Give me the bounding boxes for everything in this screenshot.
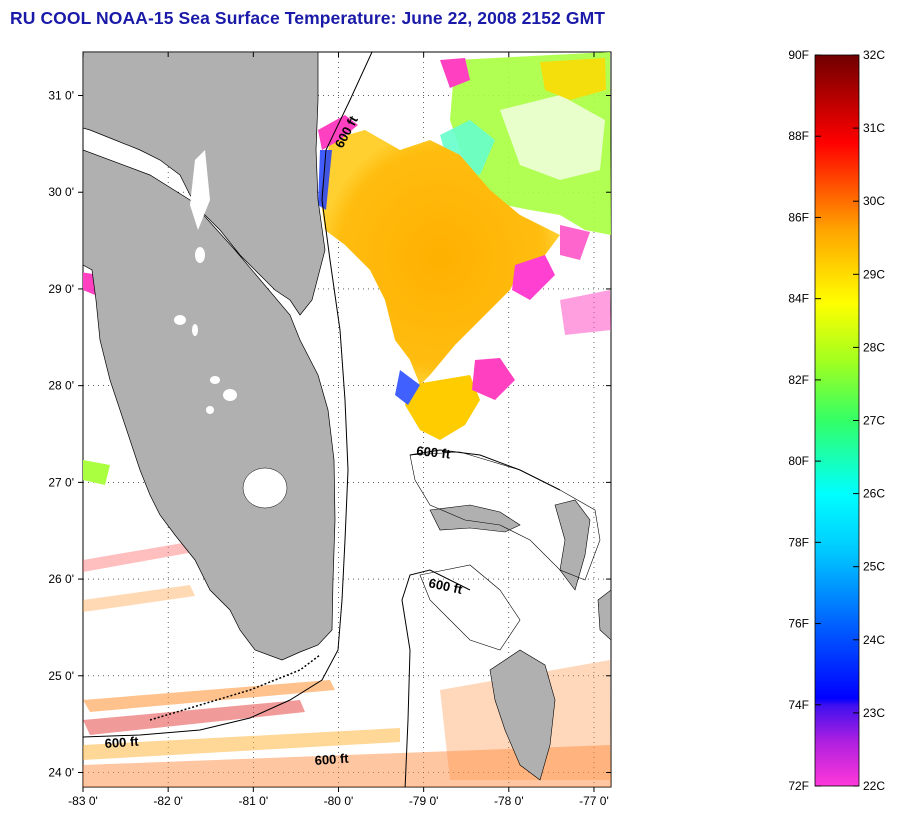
contour-label: 600 ft: [416, 443, 452, 462]
x-tick-label: -80 0': [324, 794, 354, 808]
x-tick-label: -79 0': [409, 794, 439, 808]
colorbar-c-label: 29C: [863, 267, 885, 281]
colorbar-celsius-labels: 32C 31C 30C 29C 28C 27C 26C 25C 24C 23C 22C: [853, 48, 885, 793]
colorbar: [814, 54, 860, 787]
y-tick-label: 27 0': [48, 475, 74, 489]
florida-landmass: [83, 52, 336, 661]
colorbar-c-label: 26C: [863, 487, 885, 501]
colorbar-f-label: 90F: [788, 48, 809, 62]
y-axis: 31 0' 30 0' 29 0' 28 0' 27 0' 26 0' 25 0' 24 0': [48, 89, 611, 779]
colorbar-c-label: 31C: [863, 121, 885, 135]
x-axis: -83 0' -82 0' -81 0' -80 0' -79 0' -78 0' -77 …: [68, 52, 609, 808]
y-tick-label: 24 0': [48, 765, 74, 779]
inland-lakes: [174, 150, 237, 414]
y-tick-label: 29 0': [48, 282, 74, 296]
x-tick-label: -83 0': [68, 794, 98, 808]
colorbar-f-label: 76F: [788, 617, 809, 631]
colorbar-c-label: 22C: [863, 779, 885, 793]
contour-label: 600 ft: [104, 734, 140, 751]
y-tick-label: 30 0': [48, 185, 74, 199]
contour-label: 600 ft: [314, 751, 350, 768]
colorbar-c-label: 32C: [863, 48, 885, 62]
colorbar-f-label: 78F: [788, 535, 809, 549]
colorbar-c-label: 27C: [863, 414, 885, 428]
depth-contour-600ft: [83, 52, 561, 787]
y-tick-label: 28 0': [48, 379, 74, 393]
y-tick-label: 26 0': [48, 572, 74, 586]
florida-keys: [149, 654, 321, 721]
colorbar-c-label: 28C: [863, 340, 885, 354]
x-tick-label: -78 0': [494, 794, 524, 808]
bahamas-islands: [429, 499, 611, 781]
colorbar-c-label: 24C: [863, 633, 885, 647]
colorbar-c-label: 30C: [863, 194, 885, 208]
x-tick-label: -77 0': [579, 794, 609, 808]
page-title: RU COOL NOAA-15 Sea Surface Temperature:…: [10, 8, 606, 28]
y-tick-label: 25 0': [48, 669, 74, 683]
colorbar-f-label: 86F: [788, 210, 809, 224]
x-tick-label: -81 0': [238, 794, 268, 808]
colorbar-fahrenheit-labels: 90F 88F 86F 84F 82F 80F 78F 76F 74F 72F: [788, 48, 821, 793]
colorbar-f-label: 84F: [788, 292, 809, 306]
contour-label: 600 ft: [427, 575, 464, 597]
colorbar-f-label: 72F: [788, 779, 809, 793]
colorbar-f-label: 80F: [788, 454, 809, 468]
colorbar-c-label: 25C: [863, 560, 885, 574]
x-tick-label: -82 0': [153, 794, 183, 808]
colorbar-f-label: 82F: [788, 373, 809, 387]
colorbar-f-label: 88F: [788, 129, 809, 143]
colorbar-c-label: 23C: [863, 706, 885, 720]
colorbar-f-label: 74F: [788, 698, 809, 712]
lake-okeechobee: [242, 467, 288, 509]
y-tick-label: 31 0': [48, 89, 74, 103]
